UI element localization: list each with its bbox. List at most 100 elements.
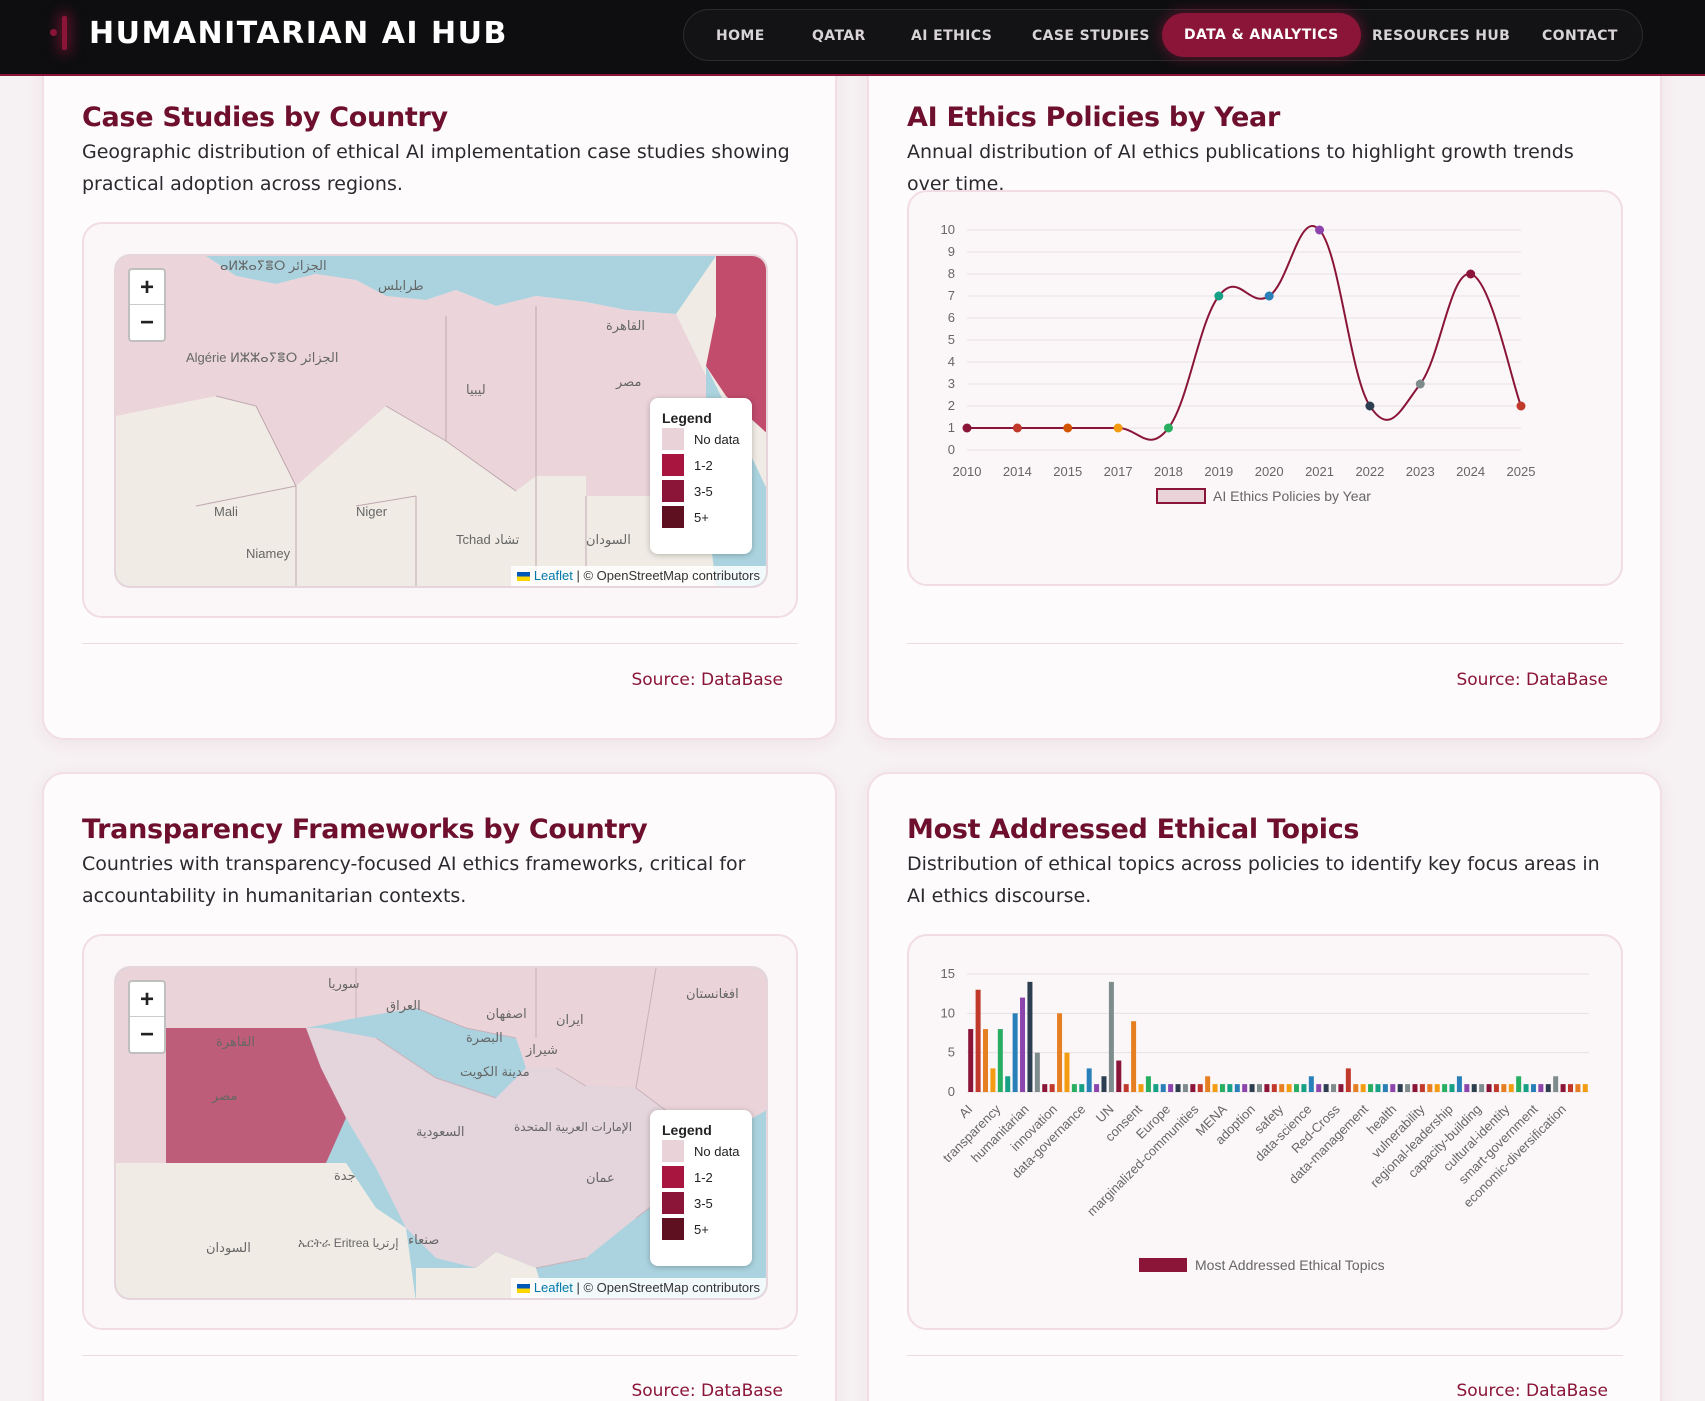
bar bbox=[1501, 1084, 1507, 1092]
place-label: العراق bbox=[386, 998, 421, 1013]
y-tick-label: 4 bbox=[948, 354, 955, 369]
bar bbox=[1219, 1084, 1225, 1092]
zoom-out-button[interactable]: − bbox=[139, 1021, 154, 1048]
card-title: Most Addressed Ethical Topics bbox=[907, 814, 1360, 845]
legend-title: Legend bbox=[662, 1122, 712, 1138]
nav-home[interactable]: HOME bbox=[716, 28, 765, 44]
place-label: مدينة الكويت bbox=[460, 1064, 530, 1079]
bar bbox=[1530, 1084, 1536, 1092]
bar bbox=[1108, 981, 1114, 1092]
bar bbox=[1345, 1068, 1351, 1092]
bar bbox=[1323, 1084, 1329, 1092]
bar bbox=[1560, 1084, 1566, 1092]
x-tick-label: 2017 bbox=[1104, 464, 1133, 479]
bar bbox=[1123, 1084, 1129, 1092]
bar bbox=[1493, 1084, 1499, 1092]
transparency-map[interactable]: سوريا العراق اصفهان ایران افغانستان القا… bbox=[114, 966, 768, 1300]
map-attribution: Leaflet | © OpenStreetMap contributors bbox=[510, 1278, 766, 1298]
data-point bbox=[1365, 401, 1375, 411]
x-tick-label: 2014 bbox=[1003, 464, 1032, 479]
map-container: سوريا العراق اصفهان ایران افغانستان القا… bbox=[82, 934, 798, 1330]
card-divider bbox=[907, 1355, 1623, 1356]
bar bbox=[1405, 1084, 1411, 1092]
bar bbox=[1368, 1084, 1374, 1092]
attribution-text: | © OpenStreetMap contributors bbox=[576, 1280, 761, 1295]
y-tick-label: 0 bbox=[948, 442, 955, 457]
bar bbox=[1175, 1084, 1181, 1092]
ukraine-flag-icon bbox=[516, 1284, 530, 1293]
bar bbox=[1434, 1084, 1440, 1092]
nav-contact[interactable]: CONTACT bbox=[1542, 28, 1618, 44]
nav-data-analytics[interactable]: DATA & ANALYTICS bbox=[1162, 13, 1361, 57]
zoom-out-button[interactable]: − bbox=[139, 309, 154, 336]
bar bbox=[1027, 981, 1033, 1092]
brand-title[interactable]: HUMANITARIAN AI HUB bbox=[89, 16, 508, 51]
bar bbox=[1182, 1084, 1188, 1092]
place-label: صنعاء bbox=[408, 1232, 440, 1247]
nav-resources-hub[interactable]: RESOURCES HUB bbox=[1372, 28, 1511, 44]
x-tick-label: 2025 bbox=[1507, 464, 1536, 479]
source-link[interactable]: Source: DataBase bbox=[631, 670, 783, 690]
data-point bbox=[1315, 225, 1325, 235]
bar bbox=[1234, 1084, 1240, 1092]
bar bbox=[1079, 1084, 1085, 1092]
y-tick-label: 3 bbox=[948, 376, 955, 391]
data-point bbox=[1163, 423, 1173, 433]
bar bbox=[1034, 1052, 1040, 1092]
bar bbox=[1301, 1084, 1307, 1092]
bar bbox=[1508, 1084, 1514, 1092]
source-link[interactable]: Source: DataBase bbox=[1456, 670, 1608, 690]
leaflet-link[interactable]: Leaflet bbox=[533, 568, 573, 583]
x-tick-label: AI bbox=[956, 1102, 975, 1121]
legend-swatch bbox=[1156, 488, 1206, 504]
transparency-card: Transparency Frameworks by Country Count… bbox=[42, 772, 837, 1401]
place-label: السودان bbox=[586, 532, 631, 547]
legend-label: No data bbox=[694, 1144, 740, 1159]
bar bbox=[1331, 1084, 1337, 1092]
bar bbox=[1064, 1052, 1070, 1092]
legend-label: 5+ bbox=[694, 510, 709, 525]
legend-label: 1-2 bbox=[694, 458, 713, 473]
legend-label: 3-5 bbox=[694, 484, 713, 499]
data-point bbox=[1012, 423, 1022, 433]
case-studies-map[interactable]: Algérie ⵍⵣⵣⴰⵢⴻⵔ الجزائر طرابلس القاهرة ل… bbox=[114, 254, 768, 588]
bar bbox=[1012, 1013, 1018, 1092]
source-link[interactable]: Source: DataBase bbox=[1456, 1381, 1608, 1401]
card-divider bbox=[82, 643, 798, 644]
bar bbox=[1205, 1076, 1211, 1092]
y-tick-label: 5 bbox=[948, 1045, 955, 1060]
nav-case-studies[interactable]: CASE STUDIES bbox=[1032, 28, 1150, 44]
nav-qatar[interactable]: QATAR bbox=[812, 28, 866, 44]
place-label: مصر bbox=[616, 374, 642, 389]
bar bbox=[1471, 1084, 1477, 1092]
bar bbox=[1145, 1076, 1151, 1092]
line-chart-container: 0 1 2 3 4 5 6 7 8 9 10 2010 2014 2015 2017 2018 2019 2020… bbox=[907, 190, 1623, 586]
y-tick-label: 1 bbox=[948, 420, 955, 435]
case-studies-card: Case Studies by Country Geographic distr… bbox=[42, 40, 837, 740]
source-link[interactable]: Source: DataBase bbox=[631, 1381, 783, 1401]
place-label: Mali bbox=[214, 504, 238, 519]
bar bbox=[1249, 1084, 1255, 1092]
leaflet-link[interactable]: Leaflet bbox=[533, 1280, 573, 1295]
bar bbox=[1412, 1084, 1418, 1092]
zoom-control: + − bbox=[128, 980, 166, 1054]
place-label: الإمارات العربية المتحدة bbox=[514, 1120, 633, 1134]
bar bbox=[1575, 1084, 1581, 1092]
bar bbox=[1464, 1084, 1470, 1092]
bar bbox=[1042, 1084, 1048, 1092]
bar bbox=[968, 1029, 974, 1092]
bar bbox=[975, 989, 981, 1092]
policies-by-year-card: AI Ethics Policies by Year Annual distri… bbox=[867, 40, 1662, 740]
map-legend: Legend No data 1-2 3-5 5+ bbox=[650, 398, 752, 554]
nav-ai-ethics[interactable]: AI ETHICS bbox=[911, 28, 993, 44]
policies-line-chart: 0 1 2 3 4 5 6 7 8 9 10 2010 2014 2015 2017 2018 2019 2020… bbox=[941, 222, 1536, 504]
bar bbox=[1545, 1084, 1551, 1092]
card-description: Annual distribution of AI ethics publica… bbox=[907, 141, 1574, 195]
bar-chart-container: 0 5 10 15 AI transparency humanitarian innovati… bbox=[907, 934, 1623, 1330]
bar bbox=[1338, 1084, 1344, 1092]
y-tick-label: 15 bbox=[941, 966, 955, 981]
zoom-in-button[interactable]: + bbox=[130, 982, 164, 1017]
bar bbox=[1094, 1084, 1100, 1092]
zoom-in-button[interactable]: + bbox=[130, 270, 164, 305]
data-point bbox=[1516, 401, 1526, 411]
